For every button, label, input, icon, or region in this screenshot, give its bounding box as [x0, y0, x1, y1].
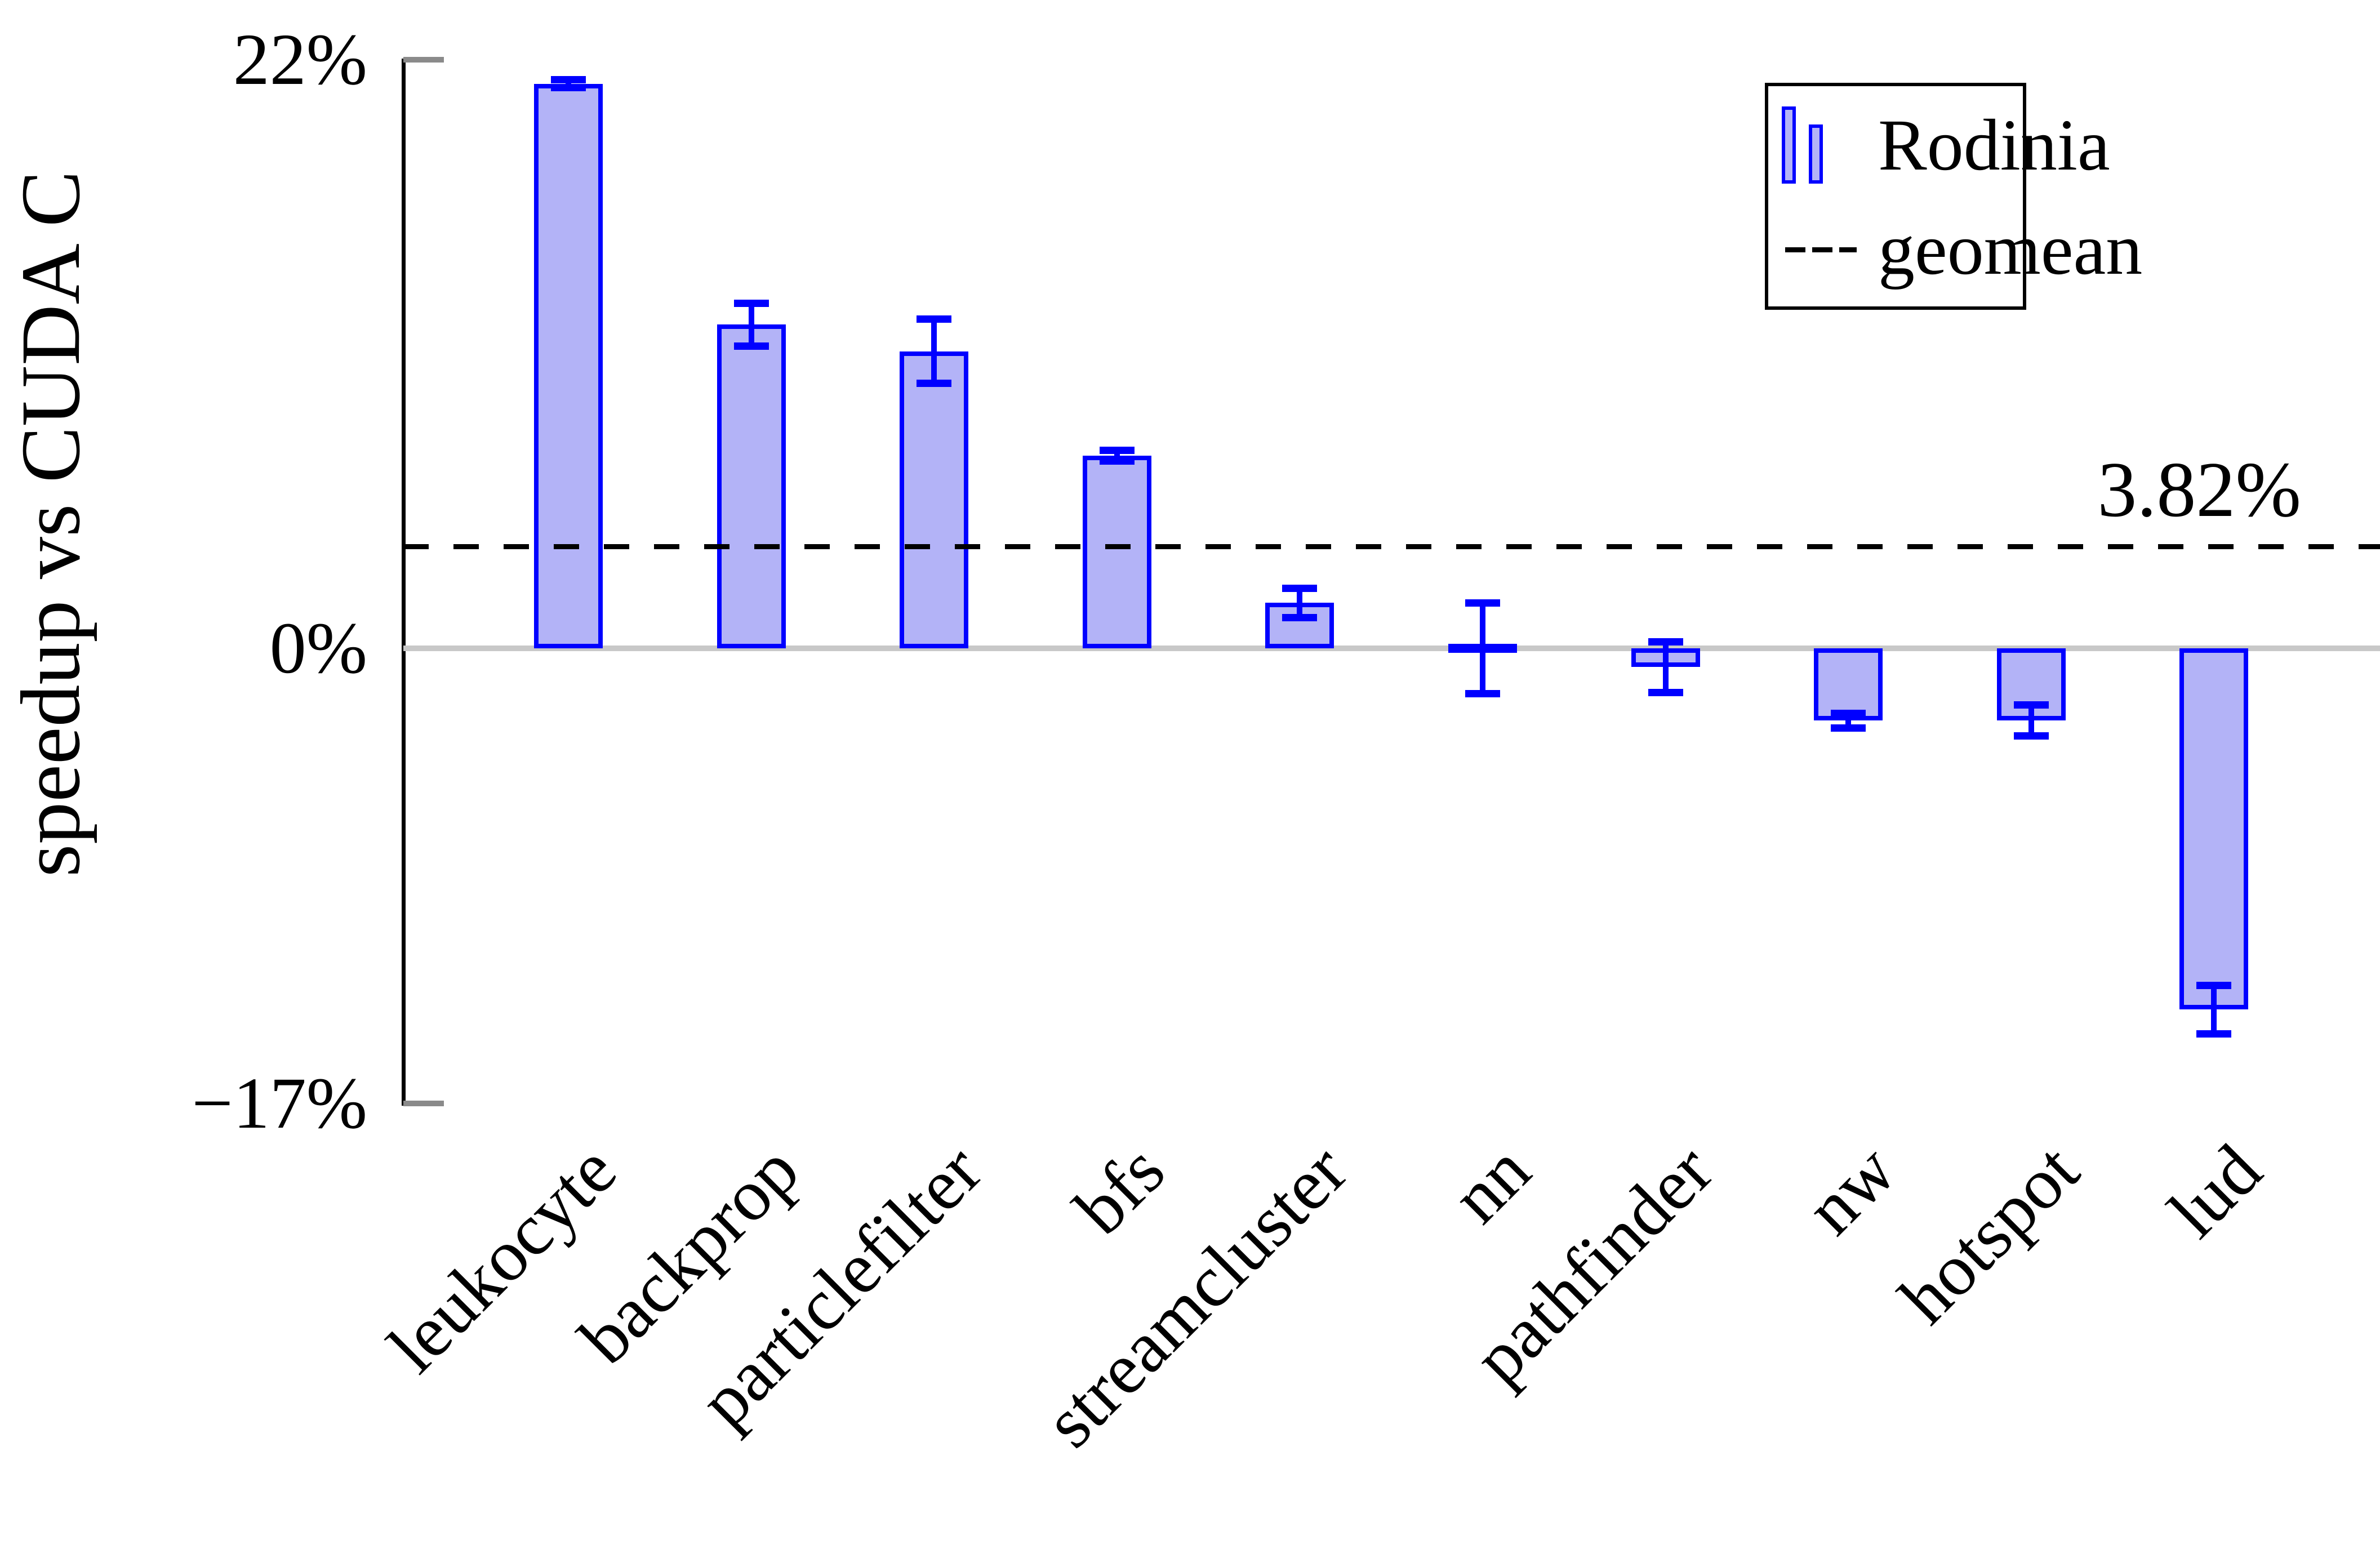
- error-bar-cap-streamcluster: [1282, 584, 1318, 592]
- legend-label-geomean: geomean: [1878, 209, 2143, 290]
- y-tick-label: 0%: [269, 608, 367, 689]
- error-bar-cap-nw: [1831, 724, 1866, 732]
- error-bar-cap-bfs: [1099, 457, 1135, 465]
- legend-bar-short: [1809, 124, 1823, 184]
- error-bar-stem-nn: [1480, 603, 1485, 694]
- y-tick-label: −17%: [192, 1062, 367, 1144]
- error-bar-cap-particlefilter: [917, 315, 952, 323]
- zero-line: [403, 646, 2380, 651]
- error-bar-cap-hotspot: [2013, 701, 2049, 709]
- error-bar-stem-particlefilter: [931, 319, 937, 384]
- error-bar-stem-backprop: [748, 303, 754, 346]
- legend-bar-tall: [1782, 106, 1796, 184]
- error-bar-cap-leukocyte: [551, 84, 586, 92]
- error-bar-stem-lud: [2211, 985, 2217, 1034]
- error-bar-cap-backprop: [733, 299, 769, 307]
- error-bar-stem-bfs: [1114, 450, 1120, 461]
- x-tick-label-nw: nw: [1790, 1129, 1912, 1250]
- bar-leukocyte: [534, 83, 603, 648]
- y-axis-line: [402, 59, 406, 1106]
- error-bar-stem-streamcluster: [1297, 588, 1303, 618]
- error-bar-cap-lud: [2196, 982, 2232, 989]
- error-bar-stem-leukocyte: [566, 79, 571, 88]
- x-tick-label-lud: lud: [2153, 1129, 2277, 1253]
- error-bar-cap-particlefilter: [917, 380, 952, 388]
- bar-lud: [2179, 648, 2249, 1010]
- x-tick-label-nn: nn: [1436, 1129, 1546, 1239]
- bar-backprop: [717, 324, 786, 648]
- geomean-dashed-line: [403, 544, 2380, 549]
- legend-dash-icon: [1785, 247, 1857, 252]
- error-bar-stem-pathfinder: [1662, 642, 1669, 693]
- error-bar-stem-nw: [1845, 713, 1852, 728]
- error-bar-cap-nw: [1831, 709, 1866, 717]
- x-tick-label-bfs: bfs: [1059, 1129, 1180, 1250]
- legend-label-rodinia: Rodinia: [1878, 105, 2110, 186]
- error-bar-cap-lud: [2196, 1030, 2232, 1038]
- error-bar-cap-leukocyte: [551, 76, 586, 84]
- x-tick-label-hotspot: hotspot: [1884, 1129, 2094, 1339]
- legend: Rodinia geomean: [1765, 83, 2142, 310]
- error-bar-cap-hotspot: [2013, 732, 2049, 740]
- error-bar-stem-hotspot: [2028, 705, 2034, 736]
- y-tick-mark: [403, 57, 444, 63]
- y-tick-mark: [403, 1100, 444, 1106]
- y-tick-label: 22%: [233, 19, 367, 100]
- bar-bfs: [1082, 456, 1151, 648]
- error-bar-cap-backprop: [733, 342, 769, 350]
- error-bar-cap-pathfinder: [1648, 638, 1683, 646]
- error-bar-cap-nn: [1465, 599, 1500, 607]
- y-axis-title: speedup vs CUDA C: [4, 170, 97, 878]
- error-bar-cap-nn: [1465, 690, 1500, 698]
- geomean-value-label: 3.82%: [2097, 446, 2301, 533]
- bar-particlefilter: [900, 351, 969, 648]
- error-bar-cap-bfs: [1099, 447, 1135, 454]
- error-bar-cap-streamcluster: [1282, 613, 1318, 621]
- error-bar-cap-pathfinder: [1648, 688, 1683, 696]
